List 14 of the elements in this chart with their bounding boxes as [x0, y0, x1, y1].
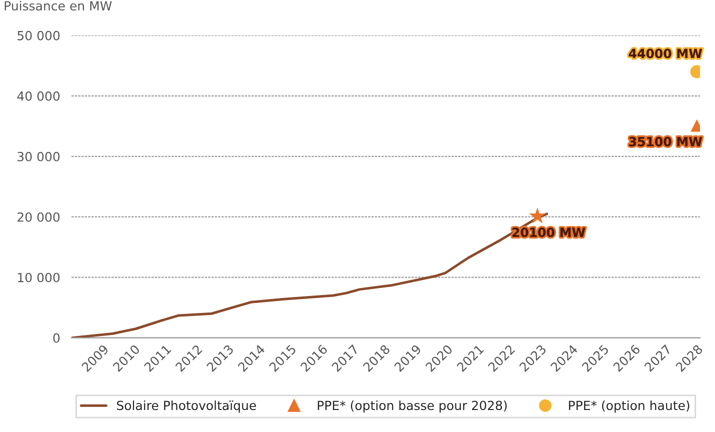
y-tick-label: 20 000: [18, 212, 60, 222]
y-tick-label: 30 000: [18, 152, 60, 162]
legend-label: Solaire Photovoltaïque: [116, 400, 256, 413]
y-tick-label: 40 000: [17, 91, 60, 101]
data-label: 44000 MW: [628, 48, 702, 58]
legend-label: PPE* (option basse pour 2028): [318, 400, 507, 413]
point: [529, 207, 546, 224]
y-tick-label: 10 000: [18, 272, 60, 282]
legend-label: PPE* (option haute): [569, 400, 690, 413]
data-label: 20100 MW: [512, 228, 586, 238]
data-label: 35100 MW: [629, 136, 702, 146]
y-axis-title: Puissance en MW: [4, 0, 112, 11]
y-tick-label: 0: [53, 333, 60, 343]
y-tick-label: 50 000: [18, 30, 60, 40]
